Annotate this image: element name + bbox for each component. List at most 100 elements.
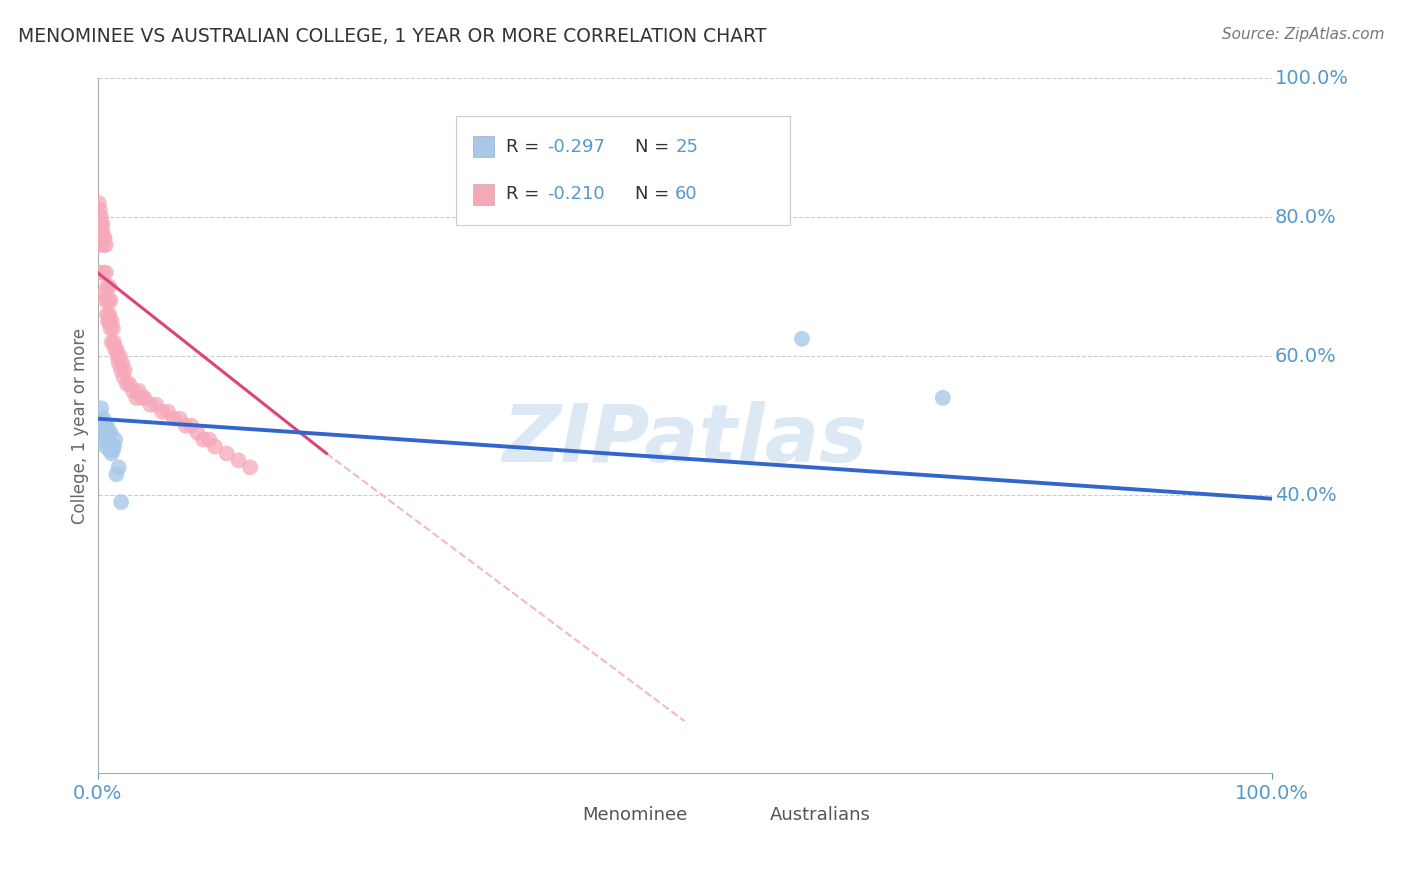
Text: -0.297: -0.297 xyxy=(547,138,605,156)
Point xyxy=(169,411,191,425)
Point xyxy=(97,436,120,450)
Point xyxy=(103,335,125,350)
Point xyxy=(107,460,129,475)
Point xyxy=(121,384,143,398)
Point xyxy=(93,286,115,301)
FancyBboxPatch shape xyxy=(474,136,495,157)
Point xyxy=(100,425,122,440)
Text: N =: N = xyxy=(636,138,675,156)
Point xyxy=(932,391,955,405)
Point xyxy=(90,210,112,224)
Point xyxy=(93,411,115,425)
Point xyxy=(91,415,114,429)
Point xyxy=(96,279,118,293)
Text: MENOMINEE VS AUSTRALIAN COLLEGE, 1 YEAR OR MORE CORRELATION CHART: MENOMINEE VS AUSTRALIAN COLLEGE, 1 YEAR … xyxy=(18,27,766,45)
Point xyxy=(139,398,162,412)
Point xyxy=(180,418,202,433)
Point xyxy=(97,314,120,328)
Point xyxy=(110,495,132,509)
Point xyxy=(108,349,131,363)
Point xyxy=(204,440,226,454)
Text: N =: N = xyxy=(636,186,675,203)
Point xyxy=(96,307,118,321)
Point xyxy=(105,467,128,482)
Point xyxy=(186,425,208,440)
Point xyxy=(98,279,121,293)
Point xyxy=(145,398,167,412)
Point xyxy=(100,440,122,454)
Point xyxy=(87,196,110,211)
Point xyxy=(215,446,238,460)
FancyBboxPatch shape xyxy=(550,804,574,830)
Point xyxy=(239,460,262,475)
Point xyxy=(93,433,115,447)
Point xyxy=(118,376,141,391)
Point xyxy=(90,401,112,416)
Point xyxy=(107,356,129,370)
Text: 60: 60 xyxy=(675,186,697,203)
Point xyxy=(98,433,121,447)
Point xyxy=(115,376,138,391)
Point xyxy=(93,425,115,440)
Text: R =: R = xyxy=(506,138,546,156)
FancyBboxPatch shape xyxy=(474,184,495,204)
Text: 25: 25 xyxy=(675,138,699,156)
Text: -0.210: -0.210 xyxy=(547,186,605,203)
Text: R =: R = xyxy=(506,186,546,203)
Point xyxy=(89,238,111,252)
Point xyxy=(112,370,135,384)
Point xyxy=(91,224,114,238)
Point xyxy=(94,293,117,308)
Point xyxy=(97,293,120,308)
Point xyxy=(128,384,150,398)
Point xyxy=(125,391,148,405)
Point xyxy=(93,231,115,245)
Point xyxy=(100,314,122,328)
Point xyxy=(97,425,120,440)
Point xyxy=(93,231,115,245)
Point xyxy=(111,356,134,370)
Point xyxy=(94,422,117,436)
Text: 60.0%: 60.0% xyxy=(1275,347,1337,366)
Point xyxy=(94,440,117,454)
Text: 80.0%: 80.0% xyxy=(1275,208,1337,227)
Point xyxy=(163,411,186,425)
Point xyxy=(87,266,110,280)
Point xyxy=(100,321,122,335)
Point xyxy=(104,342,127,356)
Point xyxy=(228,453,250,467)
Text: Source: ZipAtlas.com: Source: ZipAtlas.com xyxy=(1222,27,1385,42)
Text: Australians: Australians xyxy=(770,806,872,824)
Point xyxy=(198,433,221,447)
Point xyxy=(96,429,118,443)
Point xyxy=(93,418,115,433)
Point xyxy=(105,342,128,356)
Point xyxy=(90,217,112,231)
Text: Menominee: Menominee xyxy=(582,806,688,824)
Point xyxy=(93,238,115,252)
Point xyxy=(100,446,122,460)
Point xyxy=(101,321,124,335)
Point xyxy=(94,266,117,280)
Text: 100.0%: 100.0% xyxy=(1275,69,1350,87)
Text: ZIPatlas: ZIPatlas xyxy=(502,401,868,478)
FancyBboxPatch shape xyxy=(737,804,761,830)
Point xyxy=(103,440,125,454)
Point xyxy=(174,418,197,433)
Point xyxy=(96,418,118,433)
Point xyxy=(131,391,153,405)
Point xyxy=(156,405,179,419)
Point xyxy=(193,433,215,447)
Point xyxy=(150,405,173,419)
FancyBboxPatch shape xyxy=(456,116,790,225)
Point xyxy=(94,238,117,252)
Point xyxy=(101,442,124,457)
Point xyxy=(134,391,156,405)
Point xyxy=(114,363,136,377)
Text: 40.0%: 40.0% xyxy=(1275,485,1337,505)
Y-axis label: College, 1 year or more: College, 1 year or more xyxy=(72,327,89,524)
Point xyxy=(107,349,129,363)
Point xyxy=(100,293,122,308)
Point xyxy=(104,433,127,447)
Point xyxy=(98,314,121,328)
